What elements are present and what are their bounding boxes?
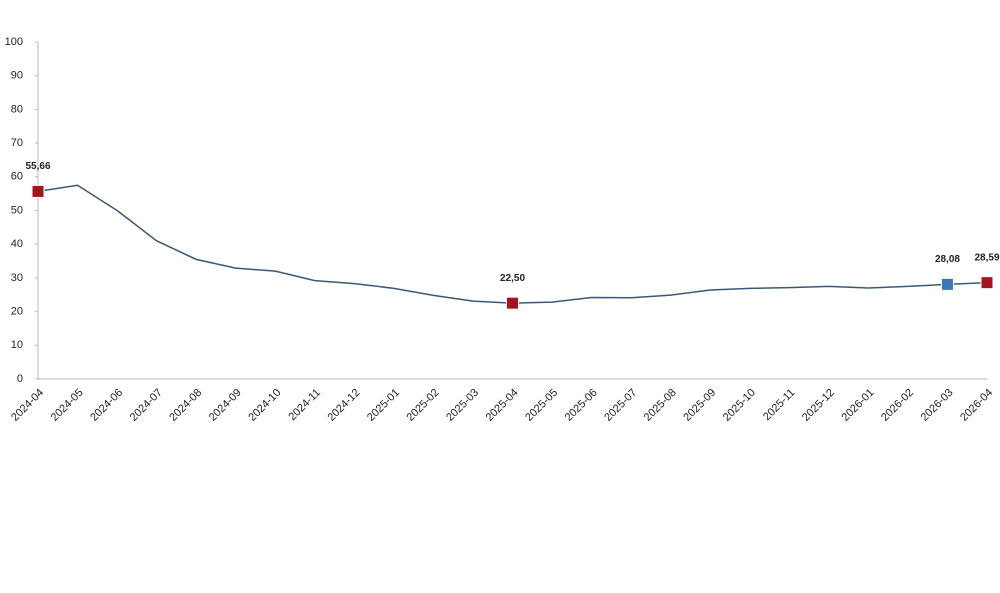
y-tick-label: 100 [5, 36, 23, 48]
x-tick-label: 2025-03 [444, 387, 481, 424]
x-tick-label: 2025-09 [681, 387, 718, 424]
y-tick-label: 60 [11, 171, 23, 183]
y-tick-label: 0 [17, 373, 23, 385]
x-tick-label: 2025-11 [761, 387, 797, 423]
y-tick-label: 50 [11, 204, 23, 216]
x-tick-label: 2024-11 [287, 387, 323, 423]
x-tick-label: 2024-07 [128, 387, 165, 424]
value-label: 28,59 [974, 252, 999, 263]
y-tick-label: 20 [11, 306, 23, 318]
x-tick-label: 2026-04 [958, 387, 995, 424]
x-tick-label: 2025-10 [721, 387, 758, 424]
x-tick-label: 2024-12 [325, 387, 362, 424]
y-tick-label: 40 [11, 238, 23, 250]
x-tick-label: 2024-10 [246, 387, 283, 424]
x-tick-label: 2024-09 [207, 387, 244, 424]
value-label: 55,66 [25, 161, 50, 172]
marker [31, 184, 45, 198]
value-label: 22,50 [500, 273, 525, 284]
x-tick-label: 2026-02 [879, 387, 916, 424]
x-tick-label: 2024-05 [49, 387, 86, 424]
x-tick-label: 2025-07 [602, 387, 639, 424]
x-tick-label: 2024-08 [167, 387, 204, 424]
x-tick-label: 2025-04 [484, 387, 521, 424]
x-tick-label: 2026-01 [840, 387, 877, 424]
x-tick-label: 2025-12 [800, 387, 837, 424]
y-tick-label: 70 [11, 137, 23, 149]
marker [506, 296, 519, 310]
x-tick-label: 2026-03 [919, 387, 956, 424]
x-tick-label: 2025-05 [523, 387, 560, 424]
line [37, 184, 988, 304]
x-tick-label: 2025-08 [642, 387, 679, 424]
y-tick-label: 10 [11, 339, 23, 351]
x-tick-label: 2025-02 [405, 387, 442, 424]
x-tick-label: 2024-04 [9, 387, 46, 424]
marker [940, 277, 954, 291]
x-tick-label: 2025-01 [365, 387, 402, 424]
y-tick-label: 90 [11, 70, 23, 82]
x-tick-label: 2024-06 [88, 387, 125, 424]
x-tick-label: 2025-06 [563, 387, 600, 424]
marker [980, 276, 994, 290]
y-tick-label: 30 [11, 272, 23, 284]
value-label: 28,08 [935, 254, 960, 265]
y-tick-label: 80 [11, 103, 23, 115]
